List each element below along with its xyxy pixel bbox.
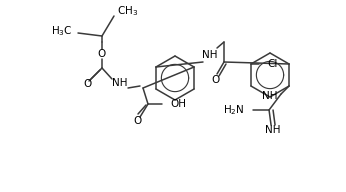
- Text: O: O: [133, 116, 141, 126]
- Text: NH: NH: [265, 125, 281, 135]
- Text: OH: OH: [170, 99, 186, 109]
- Text: $\mathregular{CH_3}$: $\mathregular{CH_3}$: [117, 4, 138, 18]
- Text: NH: NH: [202, 50, 218, 60]
- Text: O: O: [211, 75, 219, 85]
- Text: $\mathregular{H_3C}$: $\mathregular{H_3C}$: [51, 24, 73, 38]
- Text: O: O: [83, 79, 91, 89]
- Text: O: O: [98, 49, 106, 59]
- Text: NH: NH: [112, 78, 128, 88]
- Text: NH: NH: [262, 91, 277, 101]
- Text: $\mathregular{H_2N}$: $\mathregular{H_2N}$: [224, 103, 245, 117]
- Text: Cl: Cl: [267, 59, 277, 69]
